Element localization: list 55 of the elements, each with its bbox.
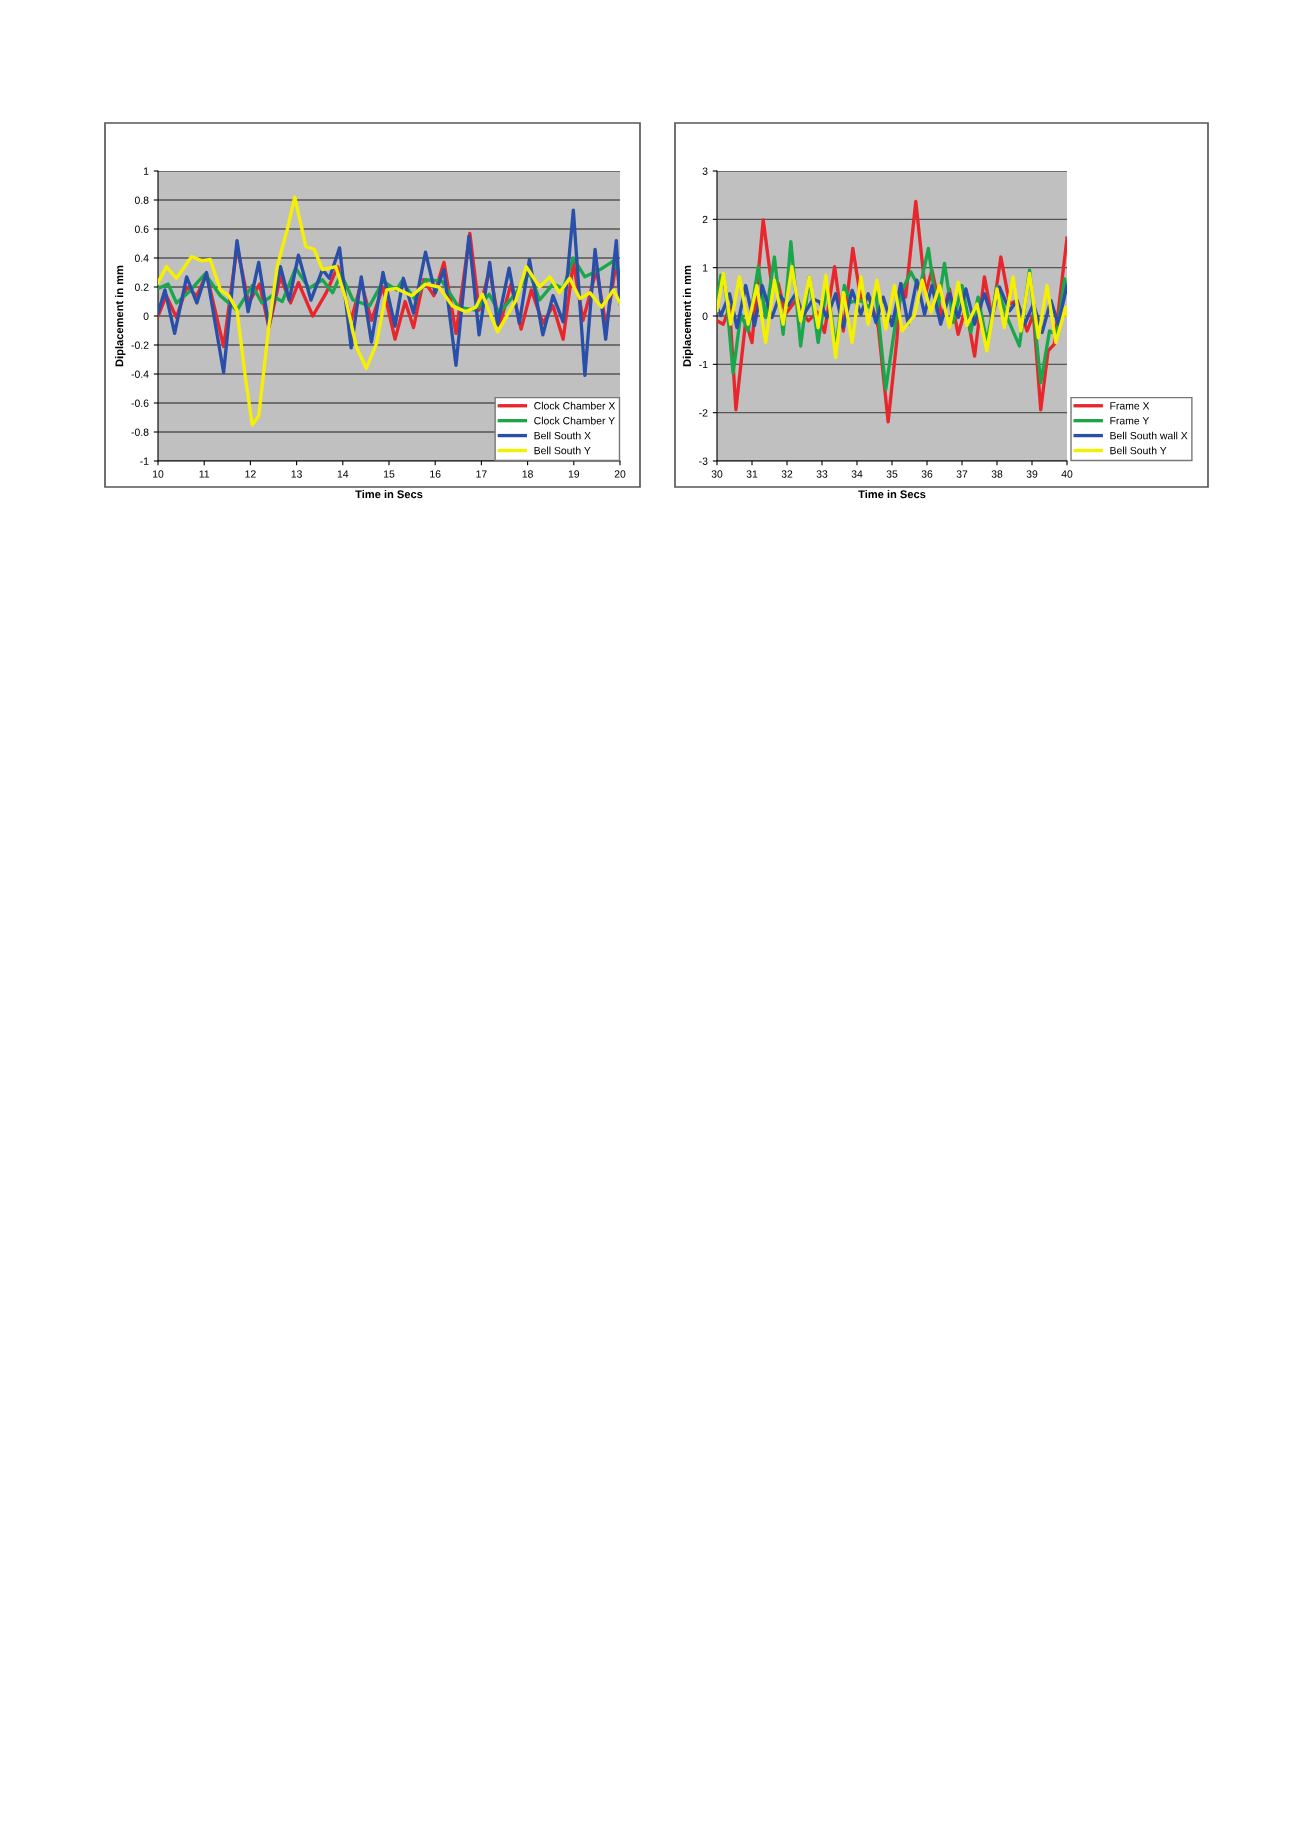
x-tick-label: 39 (1026, 470, 1038, 478)
x-tick-label: 13 (291, 470, 302, 478)
x-tick-label: 40 (1061, 470, 1073, 478)
x-tick-label: 38 (991, 470, 1003, 478)
line-series (158, 195, 620, 427)
x-tick-label: 36 (921, 470, 933, 478)
y-tick-label: -1 (699, 360, 708, 369)
legend-label: Frame Y (1110, 417, 1150, 425)
x-tick-label: 10 (153, 470, 164, 478)
x-tick-label: 12 (245, 470, 256, 478)
x-axis-title: Time in Secs (858, 490, 926, 499)
y-tick-label: 0 (702, 312, 708, 320)
y-tick-label: 2 (702, 215, 708, 224)
y-tick-label: 1 (702, 264, 708, 272)
legend-label: Bell South Y (1110, 446, 1167, 455)
legend-label: Clock Chamber X (534, 401, 616, 410)
y-tick-label: -2 (699, 409, 708, 417)
y-axis-title: Diplacement in mm (682, 265, 694, 367)
legend-label: Frame X (1110, 402, 1150, 410)
legend-label: Bell South Y (534, 446, 591, 455)
y-tick-label: -1 (140, 457, 149, 465)
x-tick-label: 32 (781, 470, 793, 478)
y-tick-label: 0.6 (134, 225, 149, 233)
y-tick-label: -3 (699, 457, 708, 465)
y-tick-label: 0 (143, 312, 149, 320)
legend-label: Bell South X (534, 431, 591, 440)
x-tick-label: 17 (476, 470, 487, 478)
x-tick-label: 37 (956, 470, 968, 478)
y-tick-label: 0.2 (134, 283, 149, 291)
x-tick-label: 35 (886, 470, 898, 478)
x-tick-label: 15 (384, 470, 395, 478)
x-axis-title: Time in Secs (355, 490, 423, 499)
y-tick-label: 0.4 (134, 254, 149, 262)
x-tick-label: 33 (816, 470, 828, 478)
x-tick-label: 20 (614, 470, 626, 478)
x-tick-label: 31 (746, 470, 758, 478)
x-tick-label: 30 (711, 470, 723, 478)
y-tick-label: -0.8 (131, 428, 149, 436)
legend-label: Clock Chamber Y (534, 416, 615, 425)
x-tick-label: 16 (430, 470, 441, 478)
y-tick-label: -0.2 (131, 341, 149, 349)
x-tick-label: 34 (851, 470, 863, 478)
y-axis-title: Diplacement in mm (115, 265, 126, 367)
x-tick-label: 11 (199, 470, 210, 478)
x-tick-label: 14 (337, 470, 349, 478)
y-tick-label: 1 (143, 167, 149, 175)
y-tick-label: -0.6 (131, 399, 149, 407)
y-tick-label: 0.8 (134, 196, 149, 204)
line-series (717, 265, 1067, 360)
x-tick-label: 18 (522, 470, 533, 478)
x-tick-label: 19 (568, 470, 580, 478)
legend-label: Bell South wall X (1110, 431, 1188, 440)
y-tick-label: -0.4 (131, 370, 149, 378)
y-tick-label: 3 (702, 167, 708, 175)
line-series (158, 208, 620, 378)
